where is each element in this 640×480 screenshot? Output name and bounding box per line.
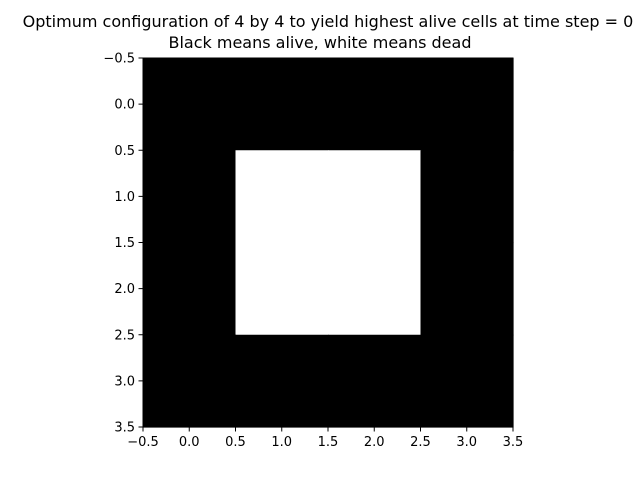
y-tick-label: −0.5 xyxy=(103,52,135,67)
y-tick-label: 2.5 xyxy=(114,328,135,343)
cell-r1-c0 xyxy=(143,150,237,244)
cell-r0-c1 xyxy=(235,58,329,151)
chart-title-line-2: Black means alive, white means dead xyxy=(168,33,472,52)
cell-r3-c1 xyxy=(235,334,329,428)
x-tick-label: 3.5 xyxy=(503,435,524,450)
cell-r2-c3 xyxy=(420,242,514,336)
cell-r2-c1 xyxy=(235,242,329,336)
x-tick-label: 2.0 xyxy=(364,435,385,450)
x-tick-label: 2.5 xyxy=(410,435,431,450)
chart-title-line-1: Optimum configuration of 4 by 4 to yield… xyxy=(22,12,634,31)
x-tick-label: −0.5 xyxy=(127,435,159,450)
cell-r1-c1 xyxy=(235,150,329,244)
y-tick-label: 3.0 xyxy=(114,374,135,389)
y-axis-ticks: −0.5 0.0 0.5 1.0 1.5 2.0 2.5 3.0 3.5 xyxy=(103,52,143,436)
cell-r2-c2 xyxy=(328,242,422,336)
cell-r0-c0 xyxy=(143,58,237,151)
cell-r3-c3 xyxy=(420,334,514,428)
cell-r1-c3 xyxy=(420,150,514,244)
y-tick-label: 2.0 xyxy=(114,282,135,297)
cell-r0-c3 xyxy=(420,58,514,151)
x-tick-label: 1.5 xyxy=(318,435,339,450)
y-tick-label: 1.0 xyxy=(114,190,135,205)
cells-layer xyxy=(143,58,514,428)
x-tick-label: 0.0 xyxy=(179,435,200,450)
y-tick-label: 0.5 xyxy=(114,144,135,159)
cell-r0-c2 xyxy=(328,58,422,151)
x-tick-label: 3.0 xyxy=(456,435,477,450)
x-axis-ticks: −0.5 0.0 0.5 1.0 1.5 2.0 2.5 3.0 3.5 xyxy=(127,427,523,450)
y-tick-label: 3.5 xyxy=(114,421,135,436)
y-tick-label: 0.0 xyxy=(114,98,135,113)
cell-r3-c0 xyxy=(143,334,237,428)
cell-r3-c2 xyxy=(328,334,422,428)
y-tick-label: 1.5 xyxy=(114,236,135,251)
cell-r1-c2 xyxy=(328,150,422,244)
x-tick-label: 0.5 xyxy=(225,435,246,450)
x-tick-label: 1.0 xyxy=(271,435,292,450)
cell-r2-c0 xyxy=(143,242,237,336)
